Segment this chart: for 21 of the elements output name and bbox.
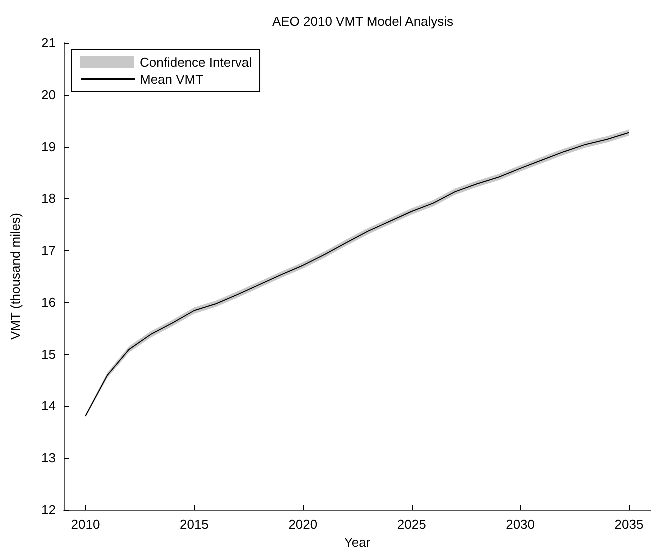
y-tick-label: 20	[42, 87, 56, 102]
y-tick-label: 12	[42, 502, 56, 518]
y-tick-label: 19	[42, 139, 56, 154]
y-tick-label: 16	[42, 294, 56, 310]
y-tick-label: 18	[42, 191, 56, 206]
x-axis-title: Year	[344, 535, 372, 550]
y-tick-label: 21	[42, 36, 56, 50]
chart-title: AEO 2010 VMT Model Analysis	[272, 14, 454, 29]
y-tick-label: 13	[42, 450, 56, 466]
x-tick-label: 2035	[614, 517, 644, 532]
y-tick-label: 14	[42, 398, 56, 414]
x-tick-label: 2020	[288, 517, 318, 532]
y-tick-label: 17	[42, 243, 56, 258]
y-axis-title: VMT (thousand miles)	[8, 213, 23, 340]
x-tick-label: 2015	[180, 517, 209, 532]
x-tick-label: 2025	[397, 517, 426, 532]
y-tick-label: 15	[42, 346, 56, 362]
x-tick-label: 2010	[71, 517, 100, 532]
x-tick-label: 2030	[506, 517, 536, 532]
annotation: Confidence Interval	[140, 55, 252, 70]
legend-label: Mean VMT	[140, 72, 204, 87]
